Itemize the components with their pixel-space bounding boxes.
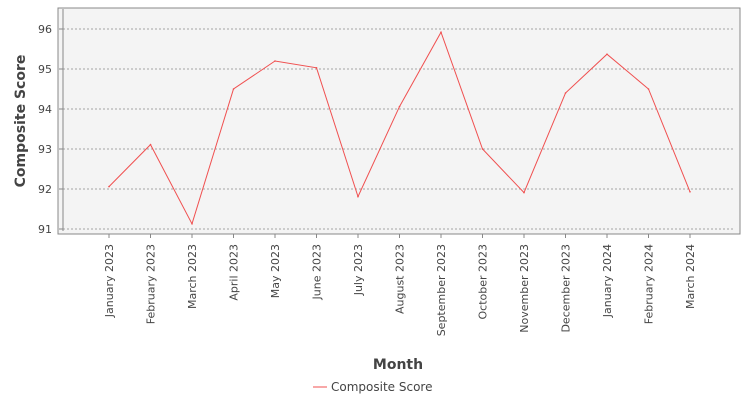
x-tick-label: May 2023 bbox=[269, 244, 282, 298]
x-axis: January 2023 February 2023 March 2023 April… bbox=[63, 233, 735, 336]
x-tick-label: June 2023 bbox=[311, 244, 324, 300]
x-tick-label: December 2023 bbox=[560, 244, 573, 333]
x-tick-label: January 2023 bbox=[103, 244, 116, 318]
data-point bbox=[647, 88, 650, 90]
x-axis-title: Month bbox=[373, 357, 423, 373]
x-tick-label: March 2024 bbox=[684, 244, 697, 309]
legend: Composite Score bbox=[313, 380, 432, 394]
y-tick-label: 91 bbox=[38, 223, 52, 236]
data-point bbox=[523, 191, 525, 194]
x-tick-label: February 2023 bbox=[145, 244, 158, 324]
data-point bbox=[191, 223, 193, 225]
data-point bbox=[440, 31, 442, 33]
x-tick-label: January 2024 bbox=[601, 244, 614, 318]
data-point bbox=[481, 148, 484, 150]
y-tick-label: 95 bbox=[38, 63, 52, 76]
data-point bbox=[108, 185, 110, 188]
data-point bbox=[232, 88, 235, 90]
y-axis-title: Composite Score bbox=[13, 55, 29, 188]
data-point bbox=[315, 67, 318, 69]
y-tick-label: 94 bbox=[38, 103, 52, 116]
x-tick-label: July 2023 bbox=[352, 244, 365, 296]
data-point bbox=[274, 60, 276, 62]
plot-area bbox=[57, 7, 741, 235]
data-point bbox=[606, 53, 608, 55]
x-tick-label: February 2024 bbox=[643, 244, 656, 324]
y-axis: 91 92 93 94 95 96 bbox=[38, 9, 64, 236]
series-lines bbox=[108, 30, 691, 226]
x-tick-label: September 2023 bbox=[435, 244, 448, 336]
y-tick-label: 92 bbox=[38, 183, 52, 196]
data-point bbox=[149, 143, 152, 146]
grid-lines bbox=[63, 28, 735, 230]
data-point bbox=[398, 105, 401, 108]
x-tick-label: November 2023 bbox=[518, 244, 531, 333]
data-point bbox=[689, 191, 691, 193]
x-tick-label: August 2023 bbox=[394, 244, 407, 314]
x-tick-label: March 2023 bbox=[186, 244, 199, 309]
x-tick-label: October 2023 bbox=[477, 244, 490, 320]
data-point bbox=[564, 92, 567, 94]
y-tick-label: 93 bbox=[38, 143, 52, 156]
x-tick-label: April 2023 bbox=[228, 244, 241, 301]
legend-label: Composite Score bbox=[331, 380, 432, 394]
data-point bbox=[357, 195, 359, 198]
y-tick-label: 96 bbox=[38, 23, 52, 36]
